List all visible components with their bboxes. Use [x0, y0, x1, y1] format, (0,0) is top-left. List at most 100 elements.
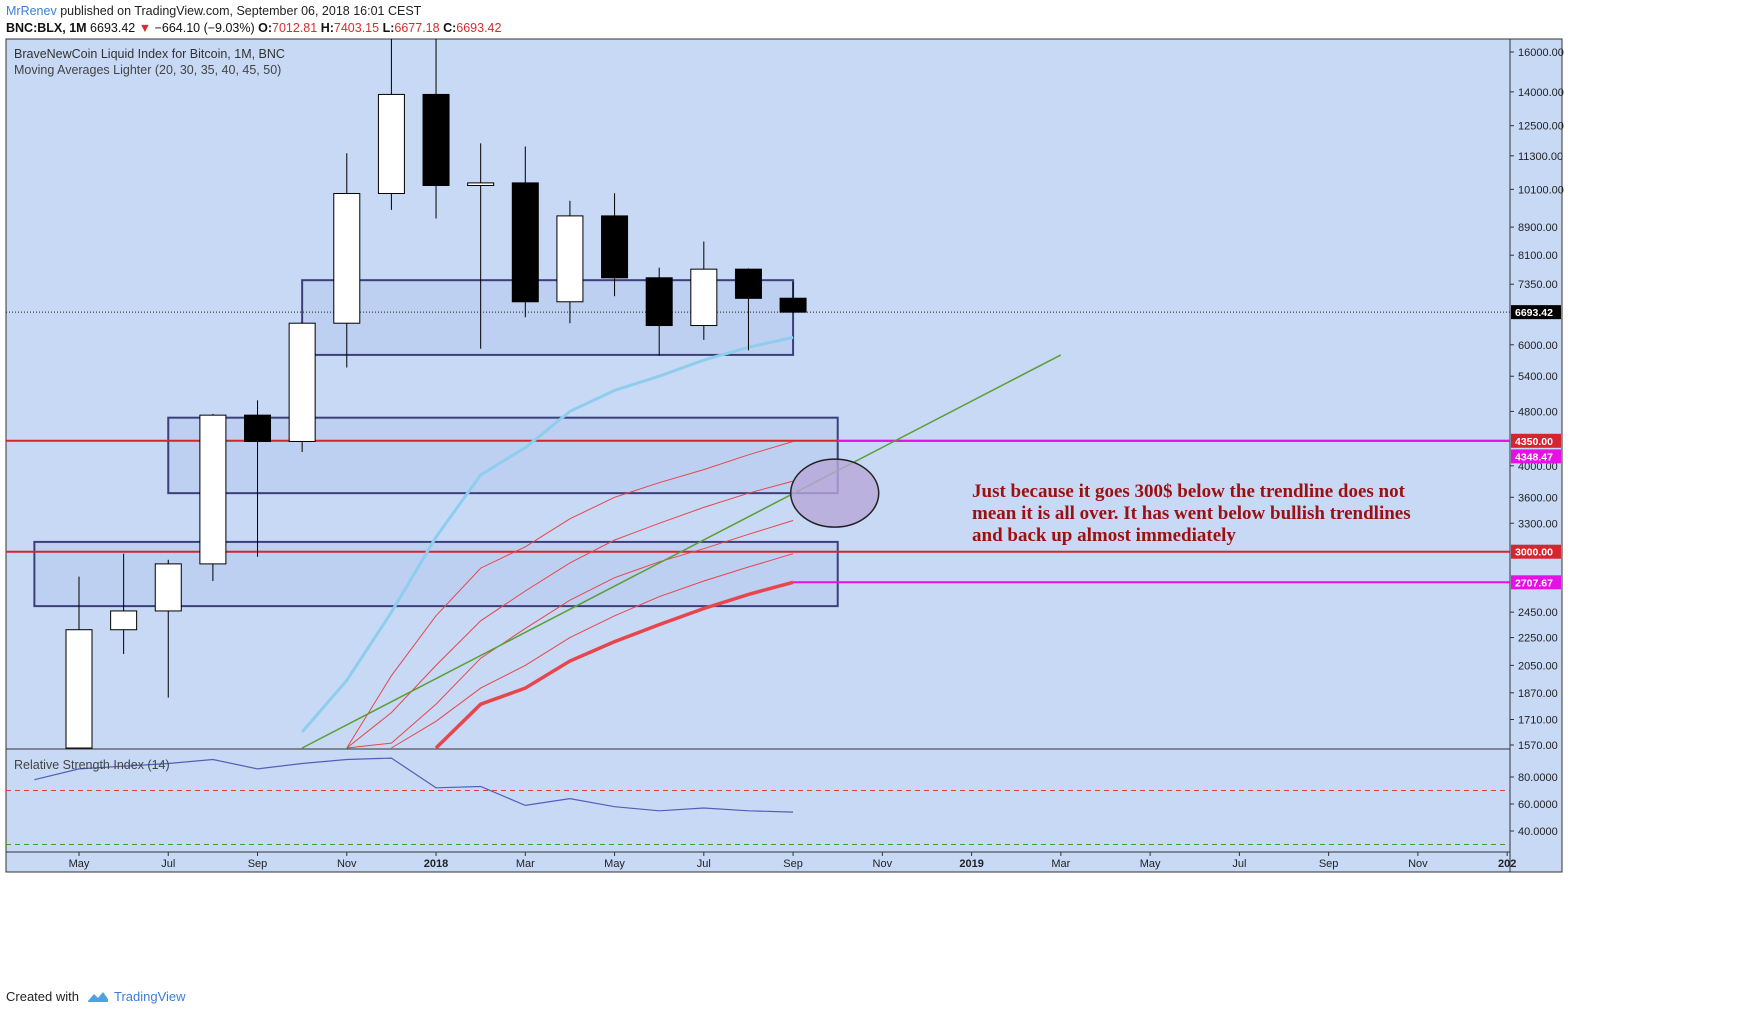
time-tick-label: Mar — [1051, 858, 1070, 870]
level-price-label-bg — [1511, 575, 1561, 590]
candle[interactable] — [199, 413, 227, 581]
price-tick-label: 12500.00 — [1518, 121, 1564, 133]
publish-line: MrRenev published on TradingView.com, Se… — [6, 4, 421, 18]
time-tick-label: May — [1140, 858, 1161, 870]
footer: Created with TradingView — [6, 989, 186, 1004]
candle-body — [377, 93, 405, 194]
candle[interactable] — [333, 153, 361, 368]
time-tick-label: Nov — [873, 858, 893, 870]
current-price-label-bg — [1511, 305, 1561, 320]
candle[interactable] — [556, 200, 584, 324]
candle-body — [601, 215, 629, 279]
time-tick-label: 2018 — [424, 858, 448, 870]
candle[interactable] — [422, 39, 450, 219]
moving-average-4[interactable] — [346, 520, 794, 749]
low-value: 6677.18 — [394, 21, 440, 35]
chart-title: BraveNewCoin Liquid Index for Bitcoin, 1… — [14, 47, 285, 61]
candle-body — [556, 215, 584, 303]
ohlc-line: BNC:BLX, 1M 6693.42 ▼ −664.10 (−9.03%) O… — [6, 21, 501, 35]
candle-body — [645, 277, 673, 327]
indicator-label: Moving Averages Lighter (20, 30, 35, 40,… — [14, 63, 281, 77]
candle[interactable] — [244, 400, 272, 557]
moving-average-6[interactable] — [434, 580, 794, 750]
price-tick-label: 3600.00 — [1518, 492, 1558, 504]
rsi-tick-label: 40.0000 — [1518, 826, 1558, 838]
candle-body — [110, 610, 138, 631]
candle[interactable] — [288, 322, 316, 452]
candle[interactable] — [154, 559, 182, 698]
price-tick-label: 1570.00 — [1518, 740, 1558, 752]
highlight-ellipse[interactable] — [789, 458, 880, 528]
time-tick-label: 202 — [1498, 858, 1516, 870]
moving-average-5[interactable] — [391, 553, 794, 749]
chart-area[interactable]: 16000.00 14000.00 12500.00 11300.00 10100.00… — [0, 0, 1758, 985]
price-tick-label: 8900.00 — [1518, 222, 1558, 234]
price-tick-label: 7350.00 — [1518, 279, 1558, 291]
level-price-label-bg — [1511, 544, 1561, 559]
candle-body — [288, 322, 316, 442]
candle[interactable] — [511, 146, 539, 318]
price-tick-label: 4800.00 — [1518, 406, 1558, 418]
candle[interactable] — [734, 268, 762, 351]
time-tick-label: Jul — [697, 858, 711, 870]
trendline[interactable] — [301, 354, 1062, 749]
candle-body — [779, 297, 807, 313]
rsi-title: Relative Strength Index (14) — [14, 758, 170, 772]
last-price: 6693.42 — [90, 21, 136, 35]
level-price-label-4348-bg — [1511, 449, 1561, 464]
price-tick-label: 1710.00 — [1518, 715, 1558, 727]
tradingview-logo-icon — [87, 991, 108, 1002]
support-zone-2[interactable] — [167, 416, 839, 495]
candle[interactable] — [377, 39, 405, 210]
annotation-line: mean it is all over. It has went below b… — [972, 503, 1411, 524]
down-arrow-icon: ▼ — [138, 21, 152, 35]
candle[interactable] — [110, 553, 138, 654]
tradingview-link[interactable]: TradingView — [87, 989, 186, 1004]
price-tick-label: 4000.00 — [1518, 461, 1558, 473]
price-tick-label: 6000.00 — [1518, 340, 1558, 352]
price-tick-label: 11300.00 — [1518, 151, 1563, 163]
price-tick-label: 16000.00 — [1518, 47, 1564, 59]
rsi-line[interactable] — [34, 757, 794, 813]
created-with-label: Created with — [6, 989, 79, 1004]
candle[interactable] — [690, 241, 718, 340]
low-label: L: — [382, 21, 395, 35]
current-price-label: 6693.42 — [1515, 307, 1553, 319]
high-value: 7403.15 — [333, 21, 380, 35]
price-tick-label: 2050.00 — [1518, 660, 1558, 672]
time-tick-label: Sep — [783, 858, 803, 870]
time-tick-label: Nov — [337, 858, 357, 870]
candle[interactable] — [779, 282, 807, 313]
candle-body — [422, 93, 450, 187]
candle-body — [690, 268, 718, 327]
moving-average-1[interactable] — [300, 335, 794, 733]
level-price-label: 2707.67 — [1515, 577, 1553, 589]
candle[interactable] — [467, 143, 495, 349]
price-tick-label: 2450.00 — [1518, 607, 1558, 619]
moving-average-3[interactable] — [346, 480, 794, 749]
time-tick-label: Jul — [161, 858, 175, 870]
level-price-label-bg — [1511, 433, 1561, 448]
level-price-label-4348: 4348.47 — [1515, 451, 1553, 463]
candle[interactable] — [645, 267, 673, 356]
candle-body — [467, 182, 495, 187]
candle[interactable] — [601, 193, 629, 297]
level-price-label: 4350.00 — [1515, 436, 1553, 448]
price-tick-label: 10100.00 — [1518, 184, 1564, 196]
support-zone-1[interactable] — [301, 279, 795, 356]
candle[interactable] — [65, 576, 93, 749]
price-tick-label: 1870.00 — [1518, 688, 1558, 700]
price-tick-label: 5400.00 — [1518, 371, 1558, 383]
moving-average-2[interactable] — [346, 441, 794, 749]
author-link[interactable]: MrRenev — [6, 4, 57, 18]
close-value: 6693.42 — [456, 21, 502, 35]
time-tick-label: Sep — [1319, 858, 1339, 870]
candle-body — [734, 268, 762, 299]
price-tick-label: 8100.00 — [1518, 250, 1558, 262]
candle-body — [65, 629, 93, 749]
time-tick-label: Mar — [516, 858, 535, 870]
time-tick-label: 2019 — [959, 858, 983, 870]
publish-info: published on TradingView.com, September … — [56, 4, 422, 18]
candle-body — [244, 414, 272, 442]
price-tick-label: 3300.00 — [1518, 518, 1558, 530]
